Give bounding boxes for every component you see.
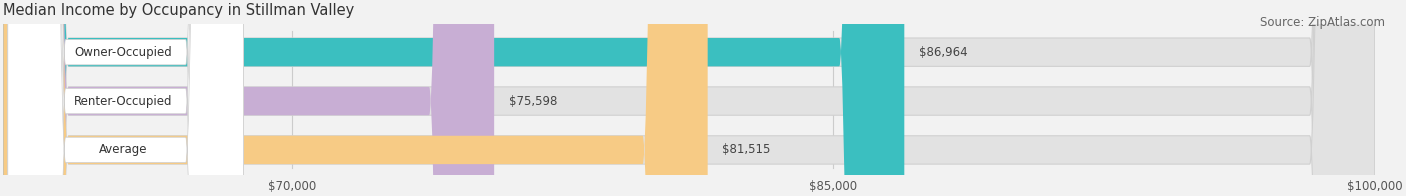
Text: Renter-Occupied: Renter-Occupied (75, 94, 173, 108)
FancyBboxPatch shape (3, 0, 494, 196)
FancyBboxPatch shape (3, 0, 707, 196)
FancyBboxPatch shape (3, 0, 1375, 196)
Text: Owner-Occupied: Owner-Occupied (75, 46, 173, 59)
Text: Median Income by Occupancy in Stillman Valley: Median Income by Occupancy in Stillman V… (3, 4, 354, 18)
Text: $86,964: $86,964 (918, 46, 967, 59)
FancyBboxPatch shape (8, 0, 243, 196)
FancyBboxPatch shape (8, 0, 243, 196)
Text: Source: ZipAtlas.com: Source: ZipAtlas.com (1260, 16, 1385, 29)
FancyBboxPatch shape (3, 0, 1375, 196)
FancyBboxPatch shape (8, 0, 243, 196)
FancyBboxPatch shape (3, 0, 1375, 196)
Text: $81,515: $81,515 (723, 143, 770, 156)
Text: Average: Average (100, 143, 148, 156)
FancyBboxPatch shape (3, 0, 904, 196)
Text: $75,598: $75,598 (509, 94, 557, 108)
